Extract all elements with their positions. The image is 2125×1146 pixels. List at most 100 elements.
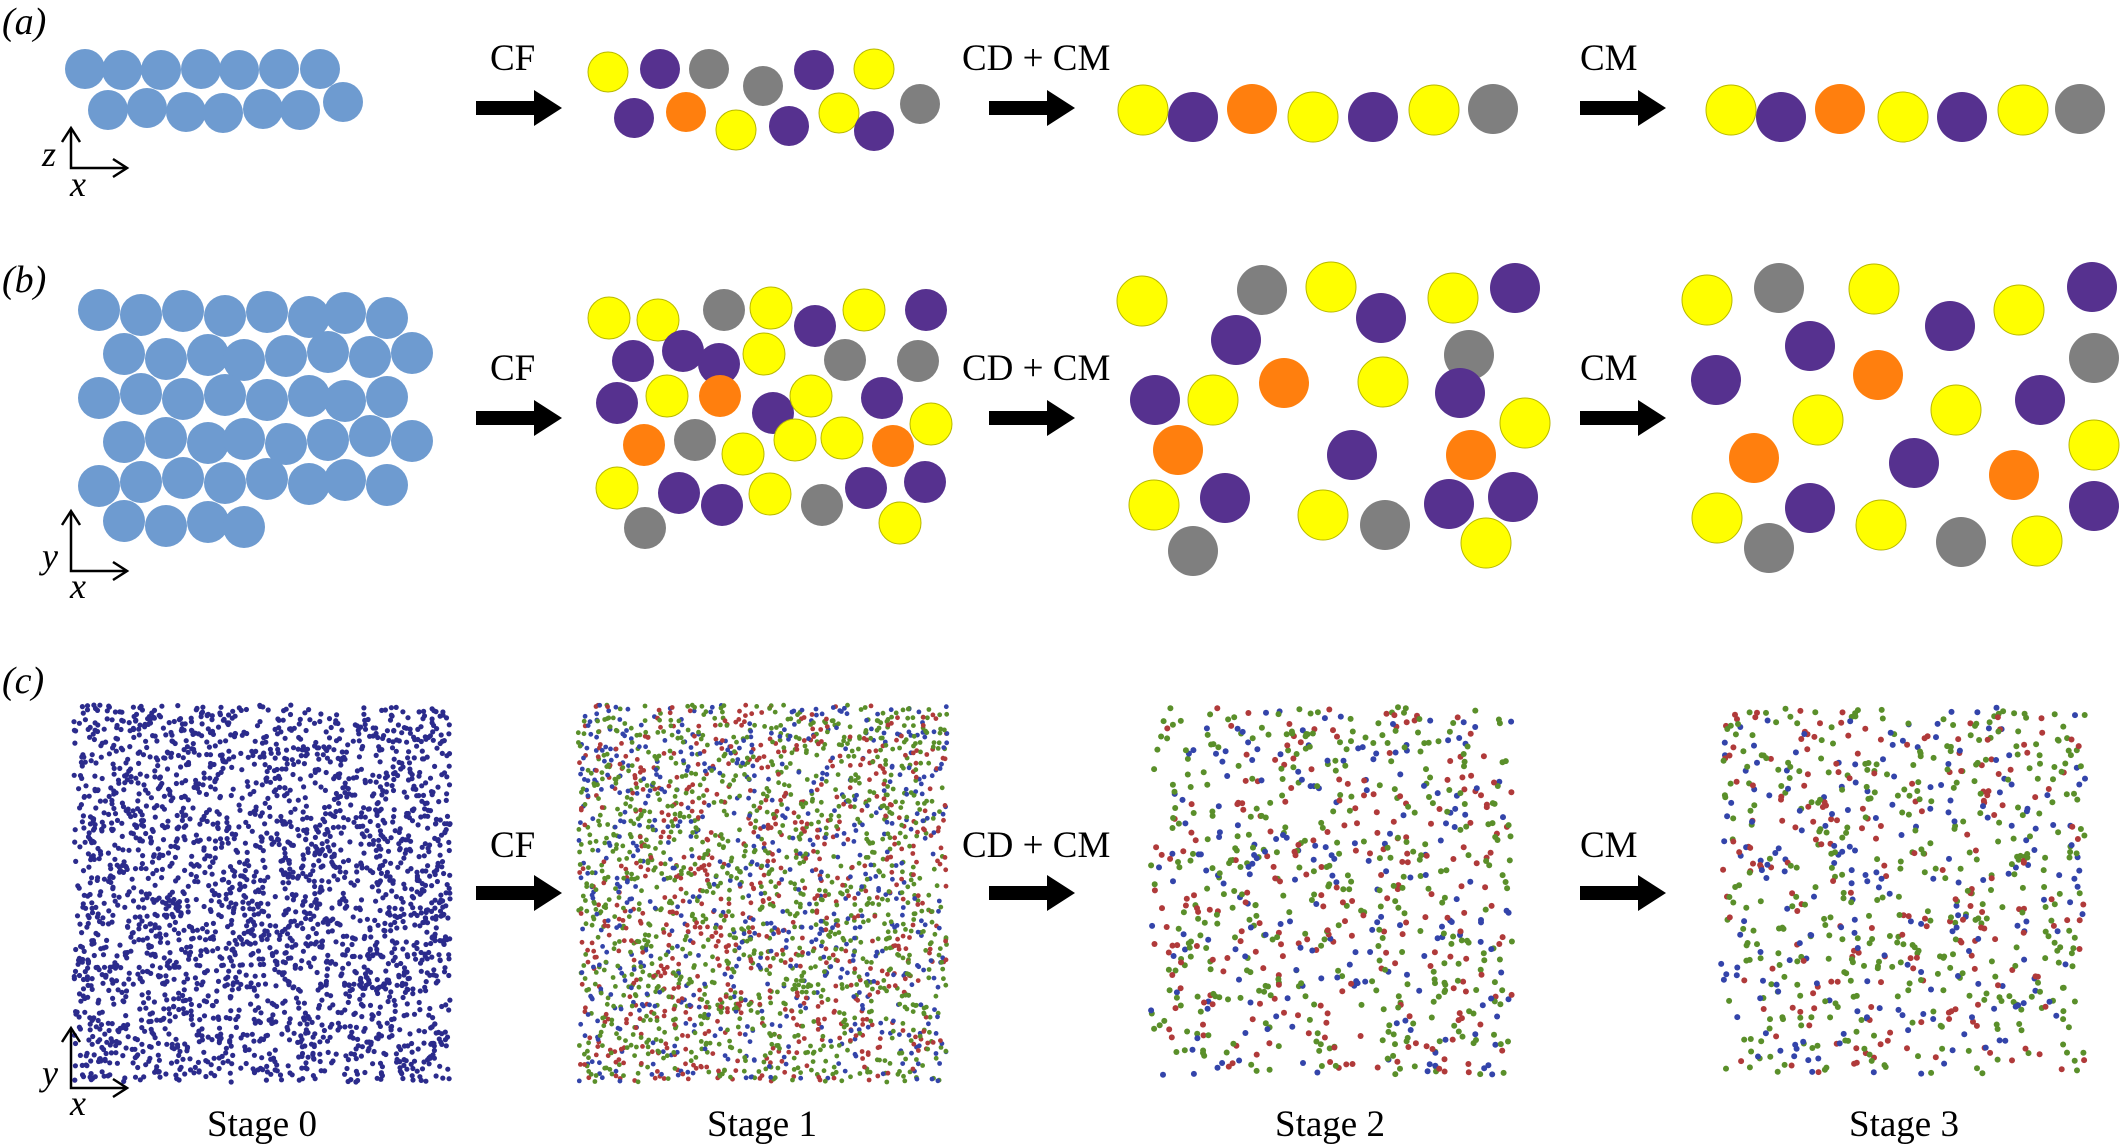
stage0-dot [284,943,290,949]
stage1-dot [783,945,789,950]
stage0-dot [194,1032,200,1038]
stage0-dot [110,884,116,890]
stage1-dot [618,818,623,824]
stage0-dot [151,714,157,721]
stage0-dot [119,989,125,996]
stage0-dot [168,1060,175,1066]
stage1-dot [880,873,886,879]
stage1-dot [814,808,820,813]
stage1-dot [888,854,894,860]
stage0-dot [143,1005,149,1011]
stage0-dot [291,1030,297,1036]
stage0-dot [348,1051,354,1057]
stage0-dot [211,1055,217,1061]
stage1-dot [852,822,857,828]
purple-particle [614,98,654,138]
stage0-dot [183,823,189,829]
stage0-dot [214,809,220,815]
stage1-dot [716,1068,721,1074]
stage0-dot [183,812,189,818]
stage1-dot [653,846,658,851]
stage1-dot [597,962,602,968]
stage0-dot [388,860,394,866]
stage0-dot [135,750,141,756]
stage1-dot [641,776,647,782]
stage1-dot [852,902,858,907]
stage1-dot [671,837,677,843]
stage0-dot [342,1071,348,1077]
stage1-dot [906,729,912,735]
purple-particle [1211,315,1261,365]
stage1-dot [702,981,707,987]
stage0-dot [183,997,189,1004]
stage1-dot [662,970,668,976]
stage0-dot [130,1060,136,1066]
stage1-dot [858,707,864,712]
stage1-dot [629,1003,635,1009]
stage0-dot [99,1069,105,1075]
stage0-dot [259,810,265,816]
stage1-dot [733,942,739,948]
stage1-dot [905,900,911,906]
stage0-dot [201,770,207,776]
stage0-dot [237,962,243,968]
stage0-dot [283,766,289,772]
stage1-dot [823,825,829,831]
stage1-dot [713,873,719,879]
stage1-dot [706,1069,712,1075]
stage0-dot [79,763,85,769]
stage1-dot [806,736,811,742]
stage1-dot [614,881,620,887]
stage0-dot [253,889,259,895]
stage0-dot [391,807,397,813]
stage0-dot [155,1040,161,1046]
stage1-dot [659,1071,664,1077]
stage0-dot [325,1049,331,1055]
stage0-dot [230,910,236,916]
stage0-dot [128,814,134,820]
stage0-dot [339,727,345,733]
stage1-dot [887,835,893,841]
stage1-dot [617,834,622,839]
stage0-dot [277,776,283,782]
stage1-dot [722,971,728,977]
stage0-dot [399,1071,405,1077]
stage0-dot [327,886,333,892]
stage0-dot [331,796,337,803]
stage1-dot [913,741,918,746]
stage0-dot [188,715,194,721]
stage0-dot [273,923,279,929]
stage0-dot [245,754,251,760]
stage1-dot [796,887,802,892]
stage0-dot [228,1079,234,1085]
stage0-dot [174,825,180,832]
stage0-dot [264,1069,270,1075]
stage1-dot [678,886,684,892]
stage0-dot [280,959,286,965]
stage0-dot [366,956,372,962]
stage0-dot [173,772,180,778]
stage1-dot [852,970,857,975]
stage0-dot [335,755,341,762]
stage1-dot [790,986,796,992]
stage1-dot [597,1033,603,1038]
stage0-dot [396,759,402,766]
stage1-dot [822,888,828,894]
stage1-dot [589,940,595,946]
stage0-dot [287,1016,293,1022]
stage0-dot [165,818,171,824]
stage1-dot [780,947,785,953]
stage0-dot [191,746,197,752]
stage0-dot [157,774,163,780]
stage1-dot [903,927,908,932]
stage1-dot [861,919,866,925]
stage1-dot [755,1010,760,1015]
stage0-dot [401,855,407,861]
stage0-dot [93,760,99,766]
stage1-dot [609,1017,615,1023]
stage1-dot [718,1026,723,1032]
yellow-particle [645,374,689,418]
stage0-dot [278,813,284,820]
stage0-dot [355,1036,361,1042]
stage0-dot [140,897,146,903]
